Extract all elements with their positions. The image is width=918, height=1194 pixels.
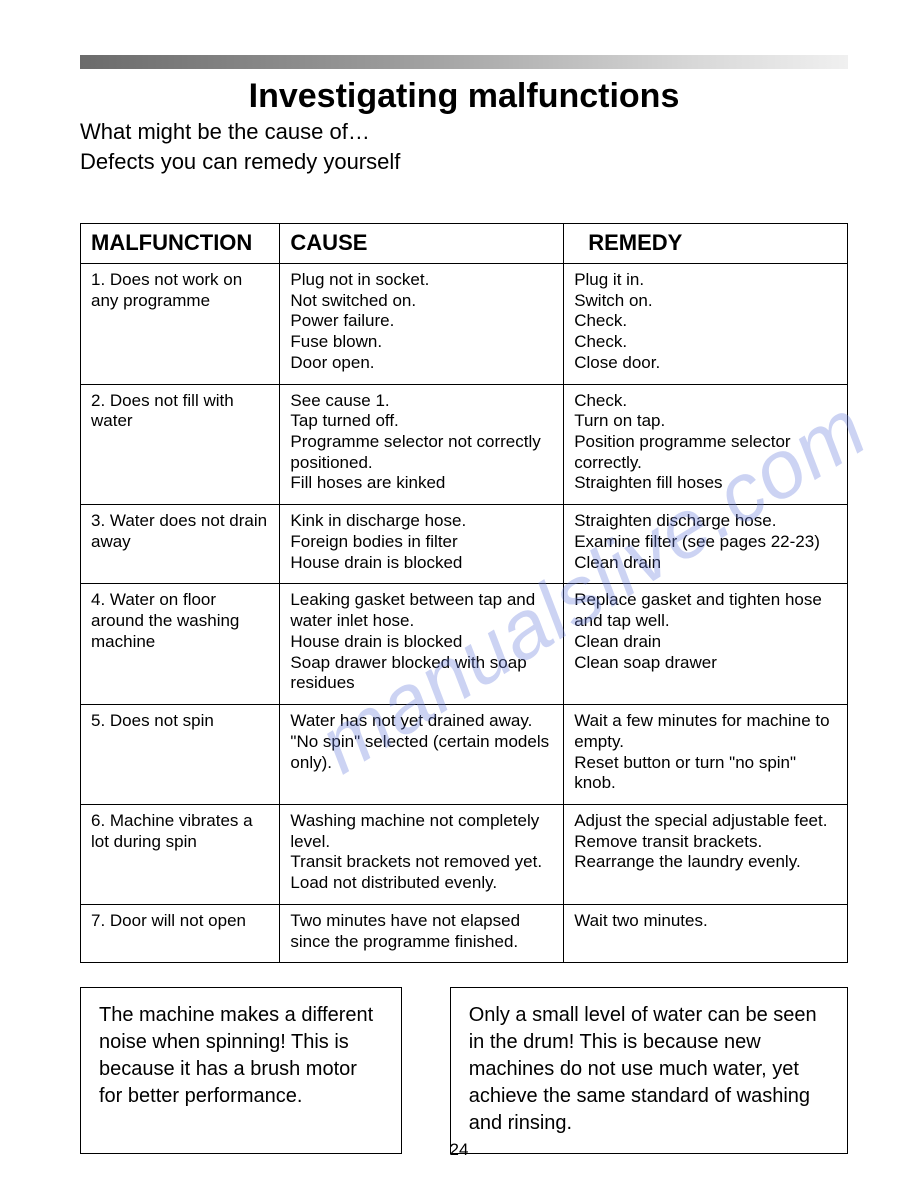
cell-malfunction: 6. Machine vibrates a lot during spin xyxy=(81,804,280,904)
cell-cause: Leaking gasket between tap and water inl… xyxy=(280,584,564,705)
cell-malfunction: 3. Water does not drain away xyxy=(81,505,280,584)
cell-cause: Water has not yet drained away. "No spin… xyxy=(280,705,564,805)
malfunction-table: MALFUNCTION CAUSE REMEDY 1. Does not wor… xyxy=(80,223,848,963)
cell-remedy: Plug it in. Switch on. Check. Check. Clo… xyxy=(564,263,848,384)
cell-remedy: Check. Turn on tap. Position programme s… xyxy=(564,384,848,505)
header-rule xyxy=(80,55,848,69)
table-header-row: MALFUNCTION CAUSE REMEDY xyxy=(81,224,848,264)
col-header-remedy: REMEDY xyxy=(564,224,848,264)
table-row: 1. Does not work on any programme Plug n… xyxy=(81,263,848,384)
table-row: 5. Does not spin Water has not yet drain… xyxy=(81,705,848,805)
col-header-malfunction: MALFUNCTION xyxy=(81,224,280,264)
cell-remedy: Straighten discharge hose. Examine filte… xyxy=(564,505,848,584)
note-box-water-level: Only a small level of water can be seen … xyxy=(450,987,848,1154)
table-row: 6. Machine vibrates a lot during spin Wa… xyxy=(81,804,848,904)
page-number: 24 xyxy=(0,1140,918,1160)
cell-malfunction: 7. Door will not open xyxy=(81,904,280,962)
cell-remedy: Adjust the special adjustable feet. Remo… xyxy=(564,804,848,904)
cell-malfunction: 2. Does not fill with water xyxy=(81,384,280,505)
cell-cause: Plug not in socket. Not switched on. Pow… xyxy=(280,263,564,384)
cell-cause: Kink in discharge hose. Foreign bodies i… xyxy=(280,505,564,584)
subtitle-line-1: What might be the cause of… xyxy=(80,118,848,146)
col-header-cause: CAUSE xyxy=(280,224,564,264)
cell-remedy: Replace gasket and tighten hose and tap … xyxy=(564,584,848,705)
cell-remedy: Wait two minutes. xyxy=(564,904,848,962)
cell-malfunction: 4. Water on floor around the washing mac… xyxy=(81,584,280,705)
cell-cause: Washing machine not completely level. Tr… xyxy=(280,804,564,904)
note-box-noise: The machine makes a different noise when… xyxy=(80,987,402,1154)
table-row: 7. Door will not open Two minutes have n… xyxy=(81,904,848,962)
table-row: 4. Water on floor around the washing mac… xyxy=(81,584,848,705)
cell-malfunction: 5. Does not spin xyxy=(81,705,280,805)
subtitle-line-2: Defects you can remedy yourself xyxy=(80,148,848,176)
notes-row: The machine makes a different noise when… xyxy=(80,987,848,1154)
table-row: 3. Water does not drain away Kink in dis… xyxy=(81,505,848,584)
cell-cause: See cause 1. Tap turned off. Programme s… xyxy=(280,384,564,505)
cell-remedy: Wait a few minutes for machine to empty.… xyxy=(564,705,848,805)
cell-cause: Two minutes have not elapsed since the p… xyxy=(280,904,564,962)
page-title: Investigating malfunctions xyxy=(80,77,848,116)
cell-malfunction: 1. Does not work on any programme xyxy=(81,263,280,384)
table-row: 2. Does not fill with water See cause 1.… xyxy=(81,384,848,505)
